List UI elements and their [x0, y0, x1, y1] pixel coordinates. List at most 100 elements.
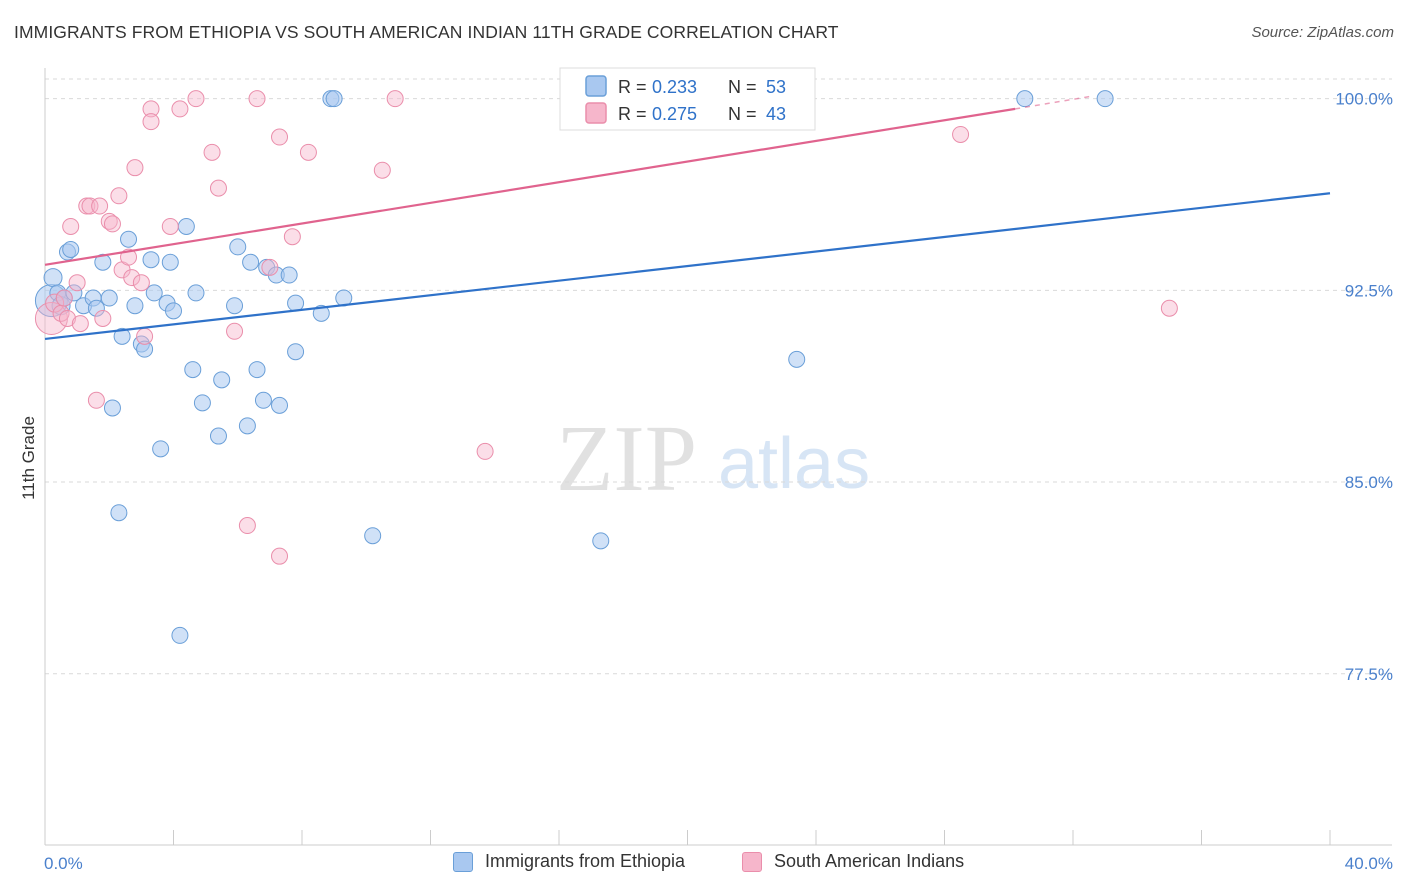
south-american-indian-point	[386, 90, 404, 108]
ethiopia-point	[1016, 90, 1034, 108]
ethiopia-point	[229, 238, 247, 256]
south-american-indian-point	[132, 274, 150, 292]
source-label: Source: ZipAtlas.com	[1251, 24, 1394, 41]
ethiopia-point	[142, 251, 160, 269]
ethiopia-trend-line	[44, 192, 1331, 341]
y-tick-label: 92.5%	[1345, 281, 1393, 300]
ethiopia-point	[103, 399, 121, 417]
south-american-indian-point	[373, 161, 391, 179]
stats-legend: R = 0.233 N = 53 R = 0.275 N = 43	[559, 67, 816, 131]
ethiopia-point	[177, 217, 195, 235]
ethiopia-point	[184, 361, 202, 379]
legend-r-value-south-american-indian: 0.275	[652, 104, 697, 124]
ethiopia-point	[110, 504, 128, 522]
y-tick-label: 100.0%	[1335, 90, 1393, 109]
legend-label-ethiopia: Immigrants from Ethiopia	[485, 851, 686, 871]
ethiopia-point	[238, 417, 256, 435]
south-american-indian-point	[203, 143, 221, 161]
south-american-indian-point	[171, 100, 189, 118]
south-american-indian-point	[91, 197, 109, 215]
ethiopia-point	[65, 284, 83, 302]
ethiopia-point	[87, 299, 105, 317]
series-ethiopia-points	[34, 90, 1114, 644]
ethiopia-point	[161, 253, 179, 271]
trend-lines	[44, 95, 1331, 341]
legend-n-value-ethiopia: 53	[766, 77, 786, 97]
south-american-indian-point	[226, 322, 244, 340]
south-american-indian-point	[187, 90, 205, 108]
south-american-indian-point	[71, 315, 89, 333]
ethiopia-point	[187, 284, 205, 302]
axes	[44, 68, 1392, 846]
south-american-indian-point	[271, 128, 289, 146]
south-american-indian-point	[299, 143, 317, 161]
south-american-indian-point	[68, 274, 86, 292]
series-south-american-indian-points	[34, 90, 1178, 565]
chart-title: IMMIGRANTS FROM ETHIOPIA VS SOUTH AMERIC…	[14, 22, 839, 42]
ethiopia-point	[226, 297, 244, 315]
ethiopia-point	[325, 90, 343, 108]
gridlines	[45, 78, 1392, 675]
ethiopia-point	[364, 527, 382, 545]
ethiopia-point	[165, 302, 182, 320]
ethiopia-point	[254, 391, 272, 409]
ethiopia-point	[152, 440, 170, 458]
legend-r-value-ethiopia: 0.233	[652, 77, 697, 97]
ethiopia-point	[1096, 90, 1114, 108]
south-american-indian-point	[103, 215, 121, 233]
south-american-indian-trend-extension	[1015, 95, 1093, 110]
south-american-indian-point	[261, 258, 279, 276]
south-american-indian-point	[87, 391, 105, 409]
watermark-atlas: atlas	[718, 424, 870, 504]
ethiopia-point	[145, 284, 163, 302]
ethiopia-point	[592, 532, 610, 550]
ethiopia-point	[287, 294, 305, 312]
legend-item-ethiopia[interactable]: Immigrants from Ethiopia	[453, 851, 685, 872]
legend-swatch-ethiopia-bottom	[453, 851, 473, 872]
ethiopia-point	[280, 266, 298, 284]
south-american-indian-point	[209, 179, 227, 197]
south-american-indian-point	[94, 309, 112, 327]
legend-n-value-south-american-indian: 43	[766, 104, 786, 124]
south-american-indian-point	[476, 442, 494, 460]
south-american-indian-point	[161, 217, 179, 235]
ethiopia-point	[62, 240, 80, 258]
watermark: ZIP atlas	[556, 407, 870, 511]
tick-labels: 77.5% 85.0% 92.5% 100.0% 0.0% 40.0%	[44, 90, 1393, 873]
ethiopia-point	[242, 253, 260, 271]
legend-swatch-ethiopia	[585, 75, 607, 97]
y-axis-label: 11th Grade	[19, 416, 38, 500]
south-american-indian-point	[142, 100, 160, 118]
south-american-indian-point	[238, 517, 256, 535]
ethiopia-point	[100, 289, 118, 307]
legend-n-label-ethiopia: N =	[728, 77, 757, 97]
south-american-indian-point	[100, 212, 118, 230]
ethiopia-point	[248, 361, 266, 379]
south-american-indian-point	[136, 327, 154, 345]
south-american-indian-point	[271, 547, 289, 565]
y-tick-label: 85.0%	[1345, 473, 1393, 492]
legend-swatch-south-american-indian	[585, 102, 607, 124]
south-american-indian-point	[45, 293, 65, 313]
south-american-indian-point	[110, 187, 128, 205]
south-american-indian-point	[952, 125, 970, 143]
legend-label-south-american-indian: South American Indians	[774, 851, 965, 871]
ethiopia-point	[171, 626, 189, 644]
ethiopia-point	[136, 340, 154, 358]
watermark-zip: ZIP	[556, 407, 697, 511]
legend-r-label-ethiopia: R =	[618, 77, 647, 97]
ethiopia-point	[43, 268, 63, 288]
ethiopia-point	[113, 327, 131, 345]
legend-item-south-american-indian[interactable]: South American Indians	[742, 851, 964, 872]
ethiopia-point	[94, 253, 112, 271]
legend-n-label-south-american-indian: N =	[728, 104, 757, 124]
south-american-indian-point	[81, 197, 99, 215]
y-tick-label: 77.5%	[1345, 665, 1393, 684]
south-american-indian-point	[55, 289, 73, 307]
south-american-indian-point	[1160, 299, 1178, 317]
south-american-indian-point	[142, 113, 160, 131]
south-american-indian-point	[248, 90, 266, 108]
south-american-indian-point	[58, 309, 76, 327]
ethiopia-point	[209, 427, 227, 445]
